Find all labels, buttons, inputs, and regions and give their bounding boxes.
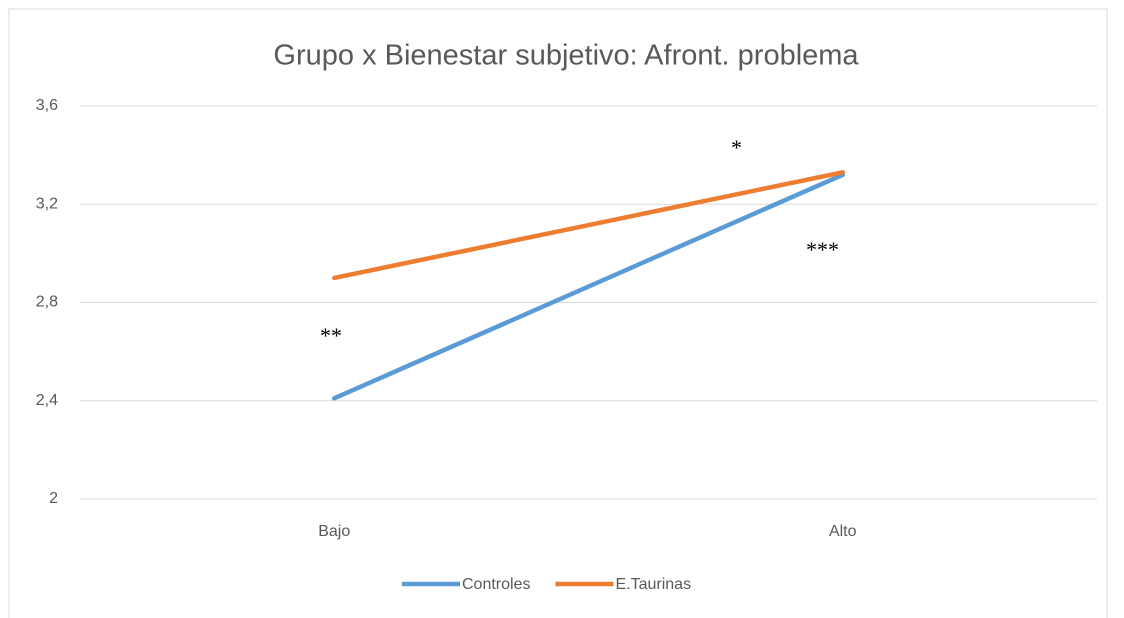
legend-label: E.Taurinas: [615, 576, 691, 593]
annotation: **: [320, 323, 342, 348]
y-tick-label: 2,8: [36, 294, 58, 311]
legend-label: Controles: [462, 576, 530, 593]
y-tick-label: 3,2: [36, 195, 58, 212]
y-tick-label: 2,4: [36, 392, 58, 409]
line-series: [332, 170, 845, 281]
line-series: [332, 172, 845, 401]
y-tick-label: 2: [49, 490, 58, 507]
annotation: ***: [806, 237, 839, 262]
annotation: *: [731, 135, 742, 160]
chart-frame: [8, 8, 1108, 618]
x-tick-label: Bajo: [318, 523, 350, 540]
x-tick-label: Alto: [829, 523, 857, 540]
chart-title: Grupo x Bienestar subjetivo: Afront. pro…: [273, 40, 859, 72]
y-tick-label: 3,6: [36, 97, 58, 114]
